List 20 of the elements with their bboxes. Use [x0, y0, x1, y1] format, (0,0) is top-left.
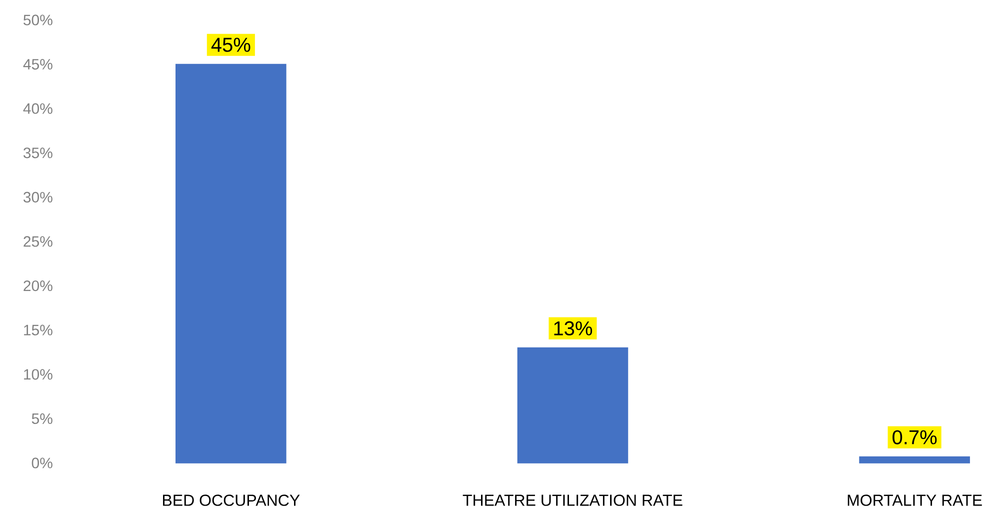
- data-label: 13%: [554, 321, 592, 336]
- bar: [859, 456, 970, 464]
- bar: [176, 64, 286, 464]
- x-tick-label: THEATRE UTILIZATION RATE: [462, 494, 682, 506]
- y-tick-label: 25%: [24, 236, 52, 247]
- data-label: 0.7%: [892, 430, 937, 444]
- y-tick-label: 20%: [24, 280, 52, 292]
- y-tick-label: 45%: [23, 59, 52, 70]
- y-tick-label: 50%: [24, 14, 52, 26]
- y-tick-label: 15%: [24, 324, 52, 336]
- y-tick-label: 40%: [23, 103, 52, 114]
- y-tick-label: 0%: [32, 458, 52, 468]
- bar: [517, 347, 628, 464]
- data-label: 45%: [211, 38, 250, 52]
- y-tick-label: 10%: [24, 369, 52, 380]
- y-tick-label: 30%: [23, 192, 52, 203]
- y-tick-label: 35%: [23, 148, 52, 158]
- x-tick-label: MORTALITY RATE: [848, 494, 982, 506]
- x-tick-label: BED OCCUPANCY: [163, 494, 300, 506]
- y-tick-label: 5%: [32, 413, 52, 424]
